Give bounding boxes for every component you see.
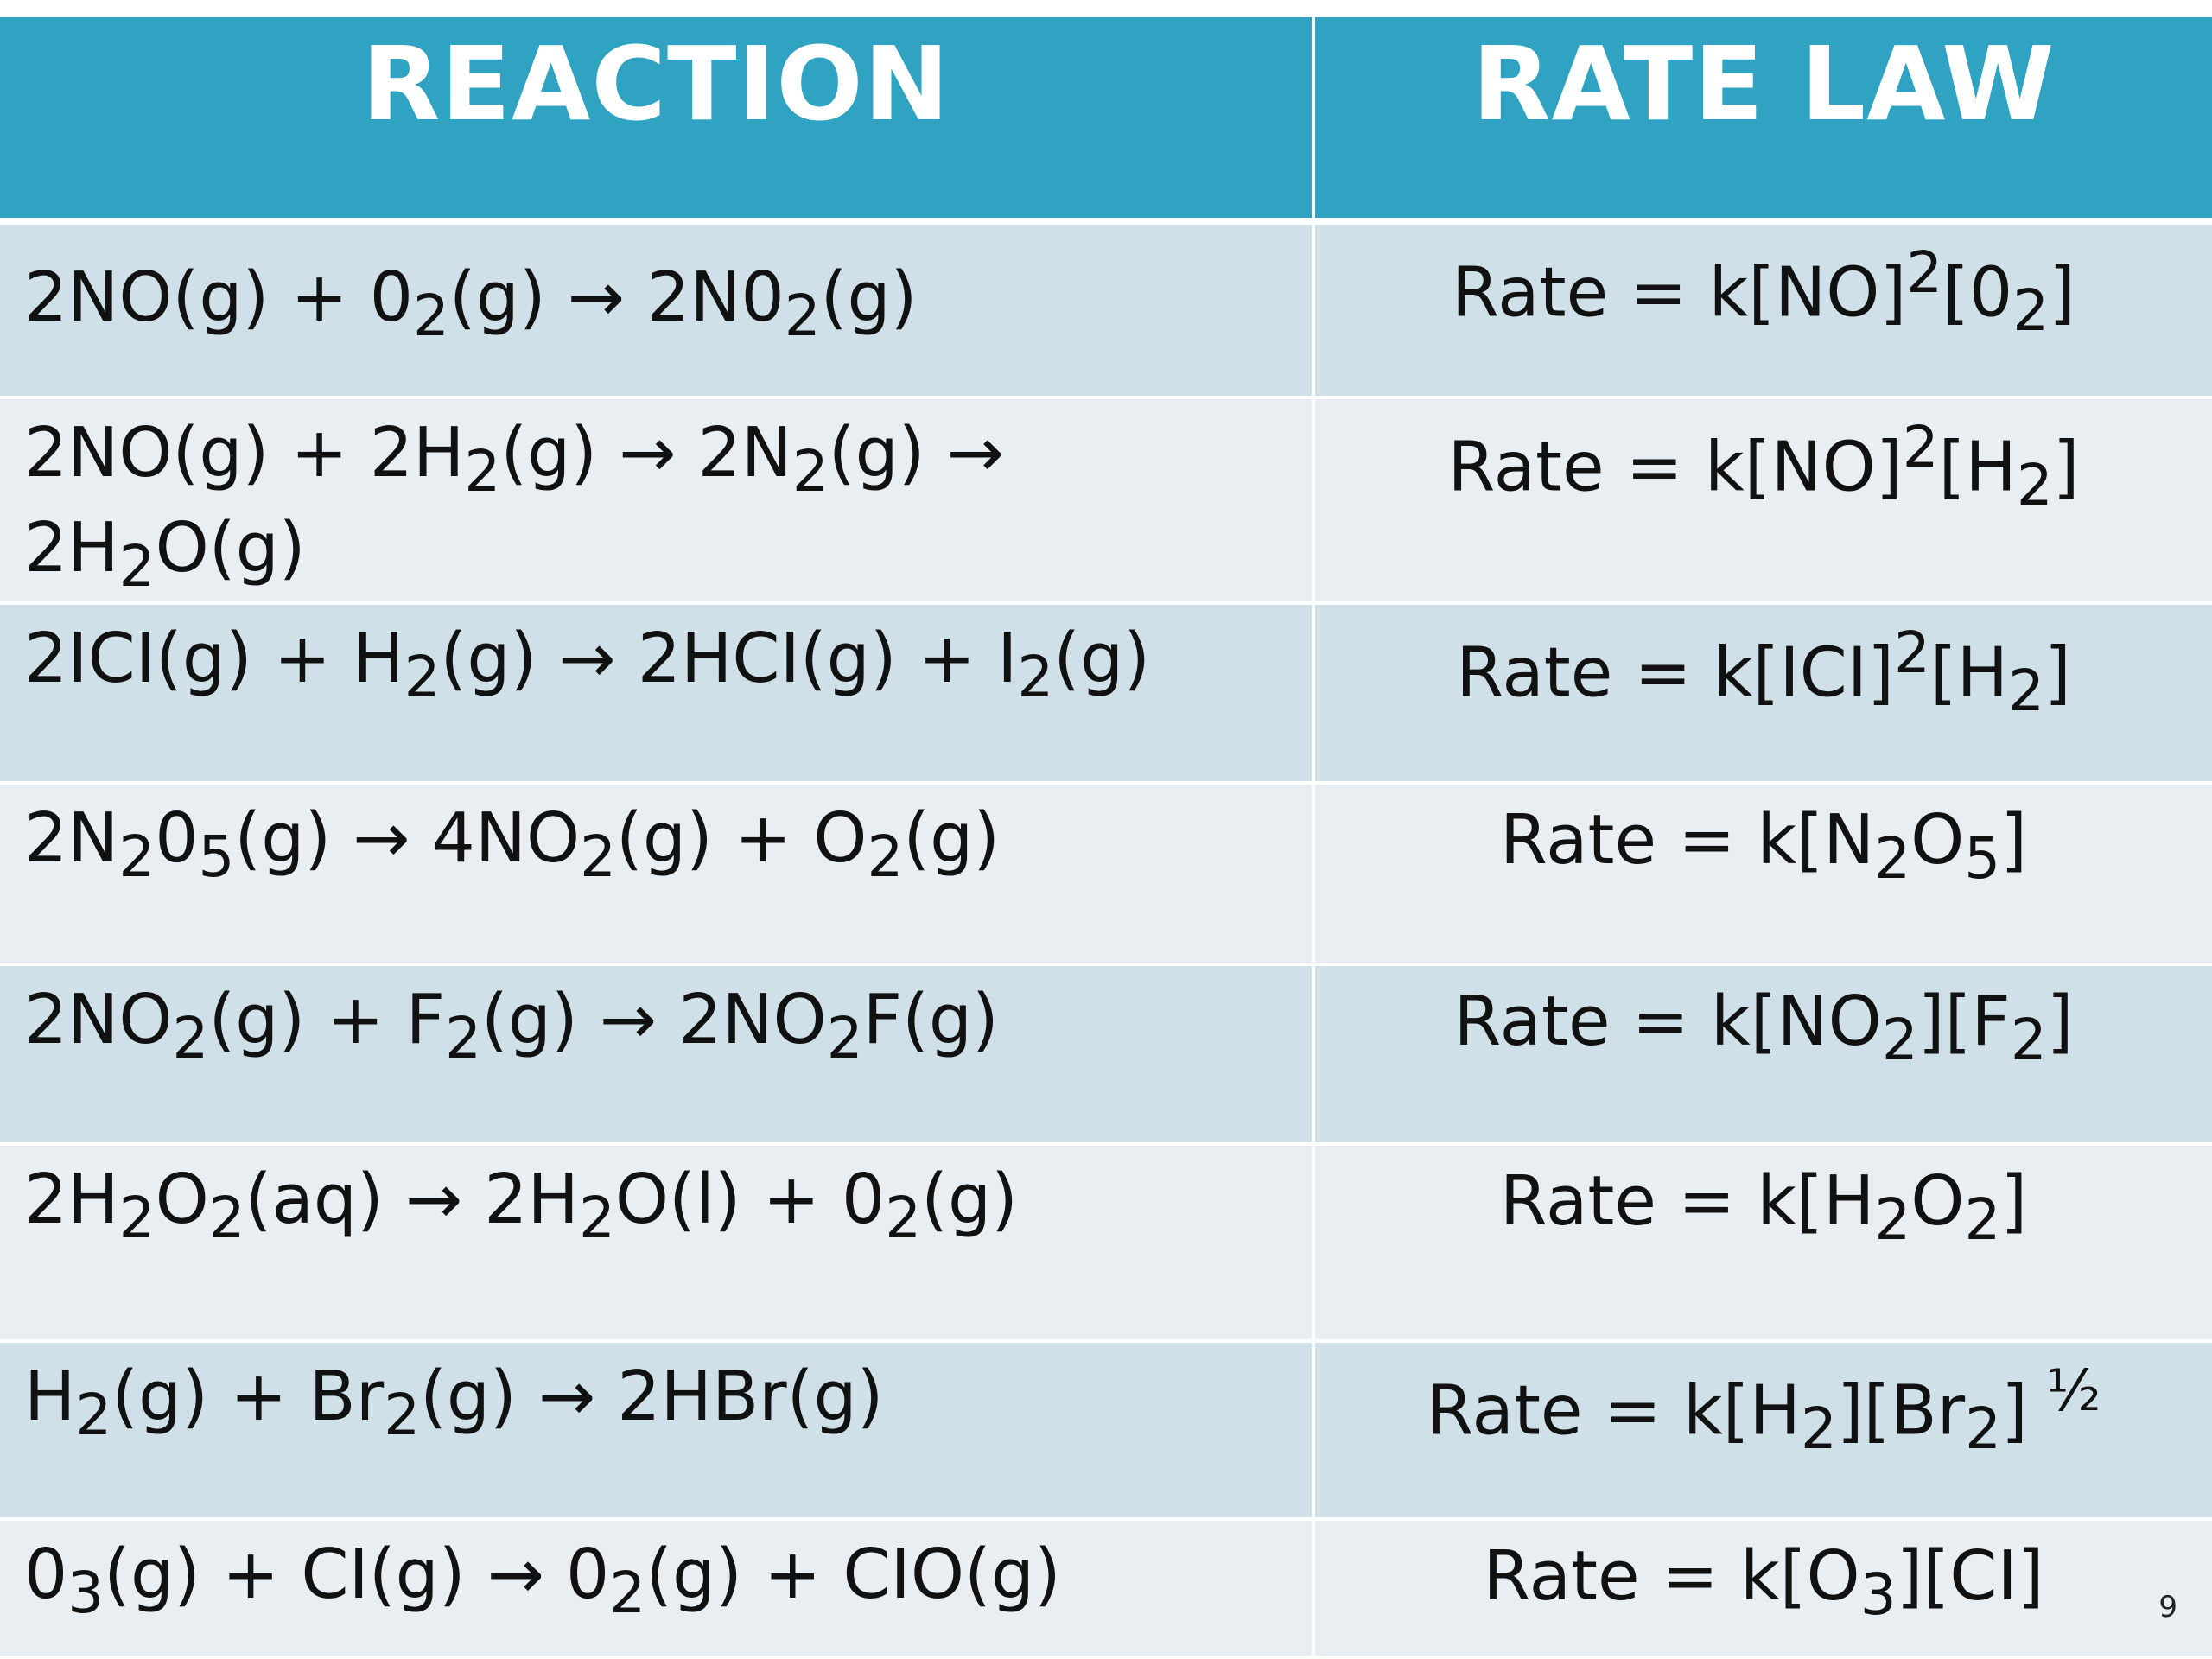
rate-law-cell: Rate = k[ICI]2[H2] [1313,603,2212,785]
rate-law-cell: Rate = k[NO]2[H2] [1313,397,2212,606]
reaction-cell: 2NO(g) + 2H2(g) → 2N2(g) → 2H2O(g) [0,397,1315,606]
reaction-cell: 2H2O2(aq) → 2H2O(l) + 02(g) [0,1144,1315,1344]
reaction-cell: H2(g) + Br2(g) → 2HBr(g) [0,1341,1315,1522]
table-row: 2NO(g) + 2H2(g) → 2N2(g) → 2H2O(g) Rate =… [0,397,2212,606]
page-number: 9 [2158,1590,2177,1624]
reaction-cell: 2NO2(g) + F2(g) → 2NO2F(g) [0,964,1315,1147]
reaction-cell: 2NO(g) + 02(g) → 2N02(g) [0,221,1315,399]
rate-law-cell: Rate = k[O3][CI] [1313,1519,2212,1659]
rate-law-cell: Rate = k[N2O5] [1313,783,2212,967]
rate-law-cell: Rate = k[H2][Br2] ½ [1313,1341,2212,1522]
rate-law-cell: Rate = k[NO2][F2] [1313,964,2212,1147]
table-row: 2ICI(g) + H2(g) → 2HCI(g) + I2(g) Rate =… [0,603,2212,785]
reaction-column-header: REACTION [0,17,1315,225]
reaction-cell: 03(g) + CI(g) → 02(g) + CIO(g) [0,1519,1315,1659]
rate-law-cell: Rate = k[H2O2] [1313,1144,2212,1344]
table-row: H2(g) + Br2(g) → 2HBr(g) Rate = k[H2][Br… [0,1341,2212,1522]
reaction-cell: 2ICI(g) + H2(g) → 2HCI(g) + I2(g) [0,603,1315,785]
reaction-cell: 2N205(g) → 4NO2(g) + O2(g) [0,783,1315,967]
rate-law-column-header: RATE LAW [1313,17,2212,225]
table-row: 2H2O2(aq) → 2H2O(l) + 02(g) Rate = k[H2O… [0,1144,2212,1344]
table-row: 2N205(g) → 4NO2(g) + O2(g) Rate = k[N2O5… [0,783,2212,967]
table-header-row: REACTION RATE LAW [0,17,2212,225]
table-row: 2NO2(g) + F2(g) → 2NO2F(g) Rate = k[NO2]… [0,964,2212,1147]
table-row: 2NO(g) + 02(g) → 2N02(g) Rate = k[NO]2[0… [0,221,2212,399]
rate-law-table: REACTION RATE LAW 2NO(g) + 02(g) → 2N02(… [0,17,2212,1659]
rate-law-cell: Rate = k[NO]2[02] [1313,221,2212,399]
table-row: 03(g) + CI(g) → 02(g) + CIO(g) Rate = k[… [0,1519,2212,1659]
